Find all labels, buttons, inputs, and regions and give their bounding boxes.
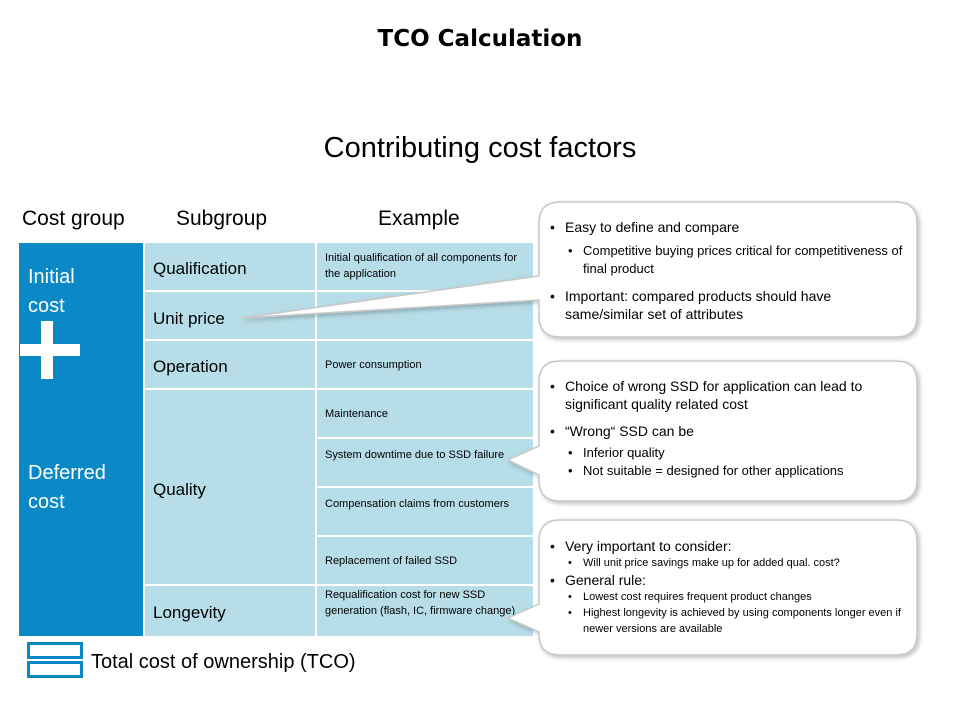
subgroup-qualification: Qualification	[145, 243, 315, 292]
subgroup-label: Quality	[153, 480, 206, 499]
example-text: Compensation claims from customers	[325, 498, 510, 510]
callout-subbullet: Will unit price savings make up for adde…	[550, 555, 910, 571]
example-requalification: Requalification cost for new SSD generat…	[317, 586, 533, 636]
callout-bullet: General rule:	[550, 571, 910, 589]
callout-3-content: Very important to consider: Will unit pr…	[550, 537, 910, 637]
example-downtime: System downtime due to SSD failure	[317, 439, 533, 488]
example-text: Replacement of failed SSD	[325, 555, 458, 567]
group-deferred-cost: Deferred cost	[19, 340, 143, 636]
example-text: Maintenance	[325, 408, 388, 420]
example-text: Initial qualification of all components …	[325, 252, 517, 280]
example-operation: Power consumption	[317, 341, 533, 390]
subgroup-label: Longevity	[153, 603, 226, 622]
subgroup-label: Operation	[153, 357, 228, 376]
page-title: TCO Calculation	[377, 26, 583, 52]
group-deferred-label-1: Deferred	[28, 462, 106, 484]
subgroup-quality: Quality	[145, 390, 315, 586]
tco-stack-icon	[27, 642, 83, 678]
section-subtitle: Contributing cost factors	[323, 132, 637, 164]
callout-subbullet: Lowest cost requires frequent product ch…	[550, 589, 910, 605]
callout-bullet: Important: compared products should have…	[550, 287, 910, 323]
group-initial-label-1: Initial	[28, 266, 75, 288]
callout-subbullet: Competitive buying prices critical for c…	[550, 242, 910, 278]
subgroup-label: Unit price	[153, 309, 225, 328]
callout-2-content: Choice of wrong SSD for application can …	[550, 377, 912, 480]
legend-label: Total cost of ownership (TCO)	[91, 651, 356, 673]
example-replacement: Replacement of failed SSD	[317, 537, 533, 586]
group-initial-cost: Initial cost	[19, 243, 143, 340]
subgroup-unit-price: Unit price	[145, 292, 315, 341]
subgroup-operation: Operation	[145, 341, 315, 390]
example-text: System downtime due to SSD failure	[325, 449, 505, 461]
group-initial-label-2: cost	[28, 295, 65, 317]
callout-subbullet: Highest longevity is achieved by using c…	[550, 605, 910, 637]
callout-bullet: Choice of wrong SSD for application can …	[550, 377, 912, 413]
subgroup-label: Qualification	[153, 259, 247, 278]
example-text: Requalification cost for new SSD generat…	[325, 589, 516, 617]
example-compensation: Compensation claims from customers	[317, 488, 533, 537]
callout-bullet: “Wrong“ SSD can be	[550, 422, 912, 440]
example-text: Power consumption	[325, 359, 422, 371]
callout-1-content: Easy to define and compare Competitive b…	[550, 218, 910, 323]
callout-subbullet: Not suitable = designed for other applic…	[550, 462, 912, 480]
callout-subbullet: Inferior quality	[550, 444, 912, 462]
example-maintenance: Maintenance	[317, 390, 533, 439]
subgroup-longevity: Longevity	[145, 586, 315, 636]
plus-icon-bar	[20, 344, 80, 356]
header-cost-group: Cost group	[22, 207, 125, 230]
callout-bullet: Easy to define and compare	[550, 218, 910, 236]
group-deferred-label-2: cost	[28, 491, 65, 513]
header-subgroup: Subgroup	[176, 207, 268, 230]
header-example: Example	[378, 207, 460, 230]
callout-bullet: Very important to consider:	[550, 537, 910, 555]
